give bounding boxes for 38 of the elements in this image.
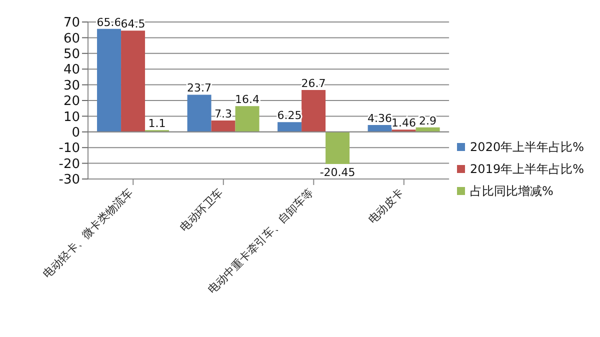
data-label: 7.3	[214, 107, 232, 120]
y-tick-label: 60	[63, 31, 80, 46]
data-label: -20.45	[320, 166, 356, 180]
bar	[121, 30, 146, 132]
x-tick-label: 电动轻卡、微卡类物流车	[40, 186, 136, 281]
bar	[368, 125, 392, 132]
x-tick-label: 电动环卫车	[177, 186, 226, 234]
y-tick-label: 70	[63, 16, 80, 31]
y-tick-label: 20	[63, 94, 80, 110]
y-tick-label: 10	[63, 110, 80, 125]
y-tick-label: -20	[58, 156, 80, 172]
data-label: 65.6	[96, 16, 122, 29]
y-tick-label: 40	[63, 62, 80, 78]
data-label: 26.7	[301, 76, 326, 90]
bar	[302, 90, 326, 132]
legend-label: 2020年上半年占比%	[470, 138, 584, 156]
bar	[211, 120, 236, 132]
y-tick-label: 30	[63, 78, 80, 94]
bar	[187, 94, 212, 132]
data-label: 23.7	[187, 82, 212, 95]
bar	[326, 132, 350, 164]
legend-label: 2019年上半年占比%	[470, 160, 584, 178]
y-tick-label: -10	[58, 141, 80, 156]
bar	[97, 28, 122, 132]
y-tick-label: -30	[58, 172, 80, 188]
x-tick-label: 电动皮卡	[366, 186, 406, 226]
data-label: 6.25	[277, 109, 302, 122]
legend-label: 占比同比增减%	[470, 182, 554, 200]
bar	[278, 122, 302, 132]
data-label: 4.36	[368, 112, 392, 126]
bar	[235, 106, 260, 132]
data-label: 1.46	[392, 116, 416, 130]
data-label: 16.4	[235, 93, 260, 106]
data-label: 1.1	[148, 117, 166, 130]
y-tick-label: 50	[63, 47, 80, 62]
data-label: 2.9	[419, 114, 437, 128]
data-label: 64.5	[120, 18, 146, 31]
y-tick-label: 0	[72, 126, 80, 141]
